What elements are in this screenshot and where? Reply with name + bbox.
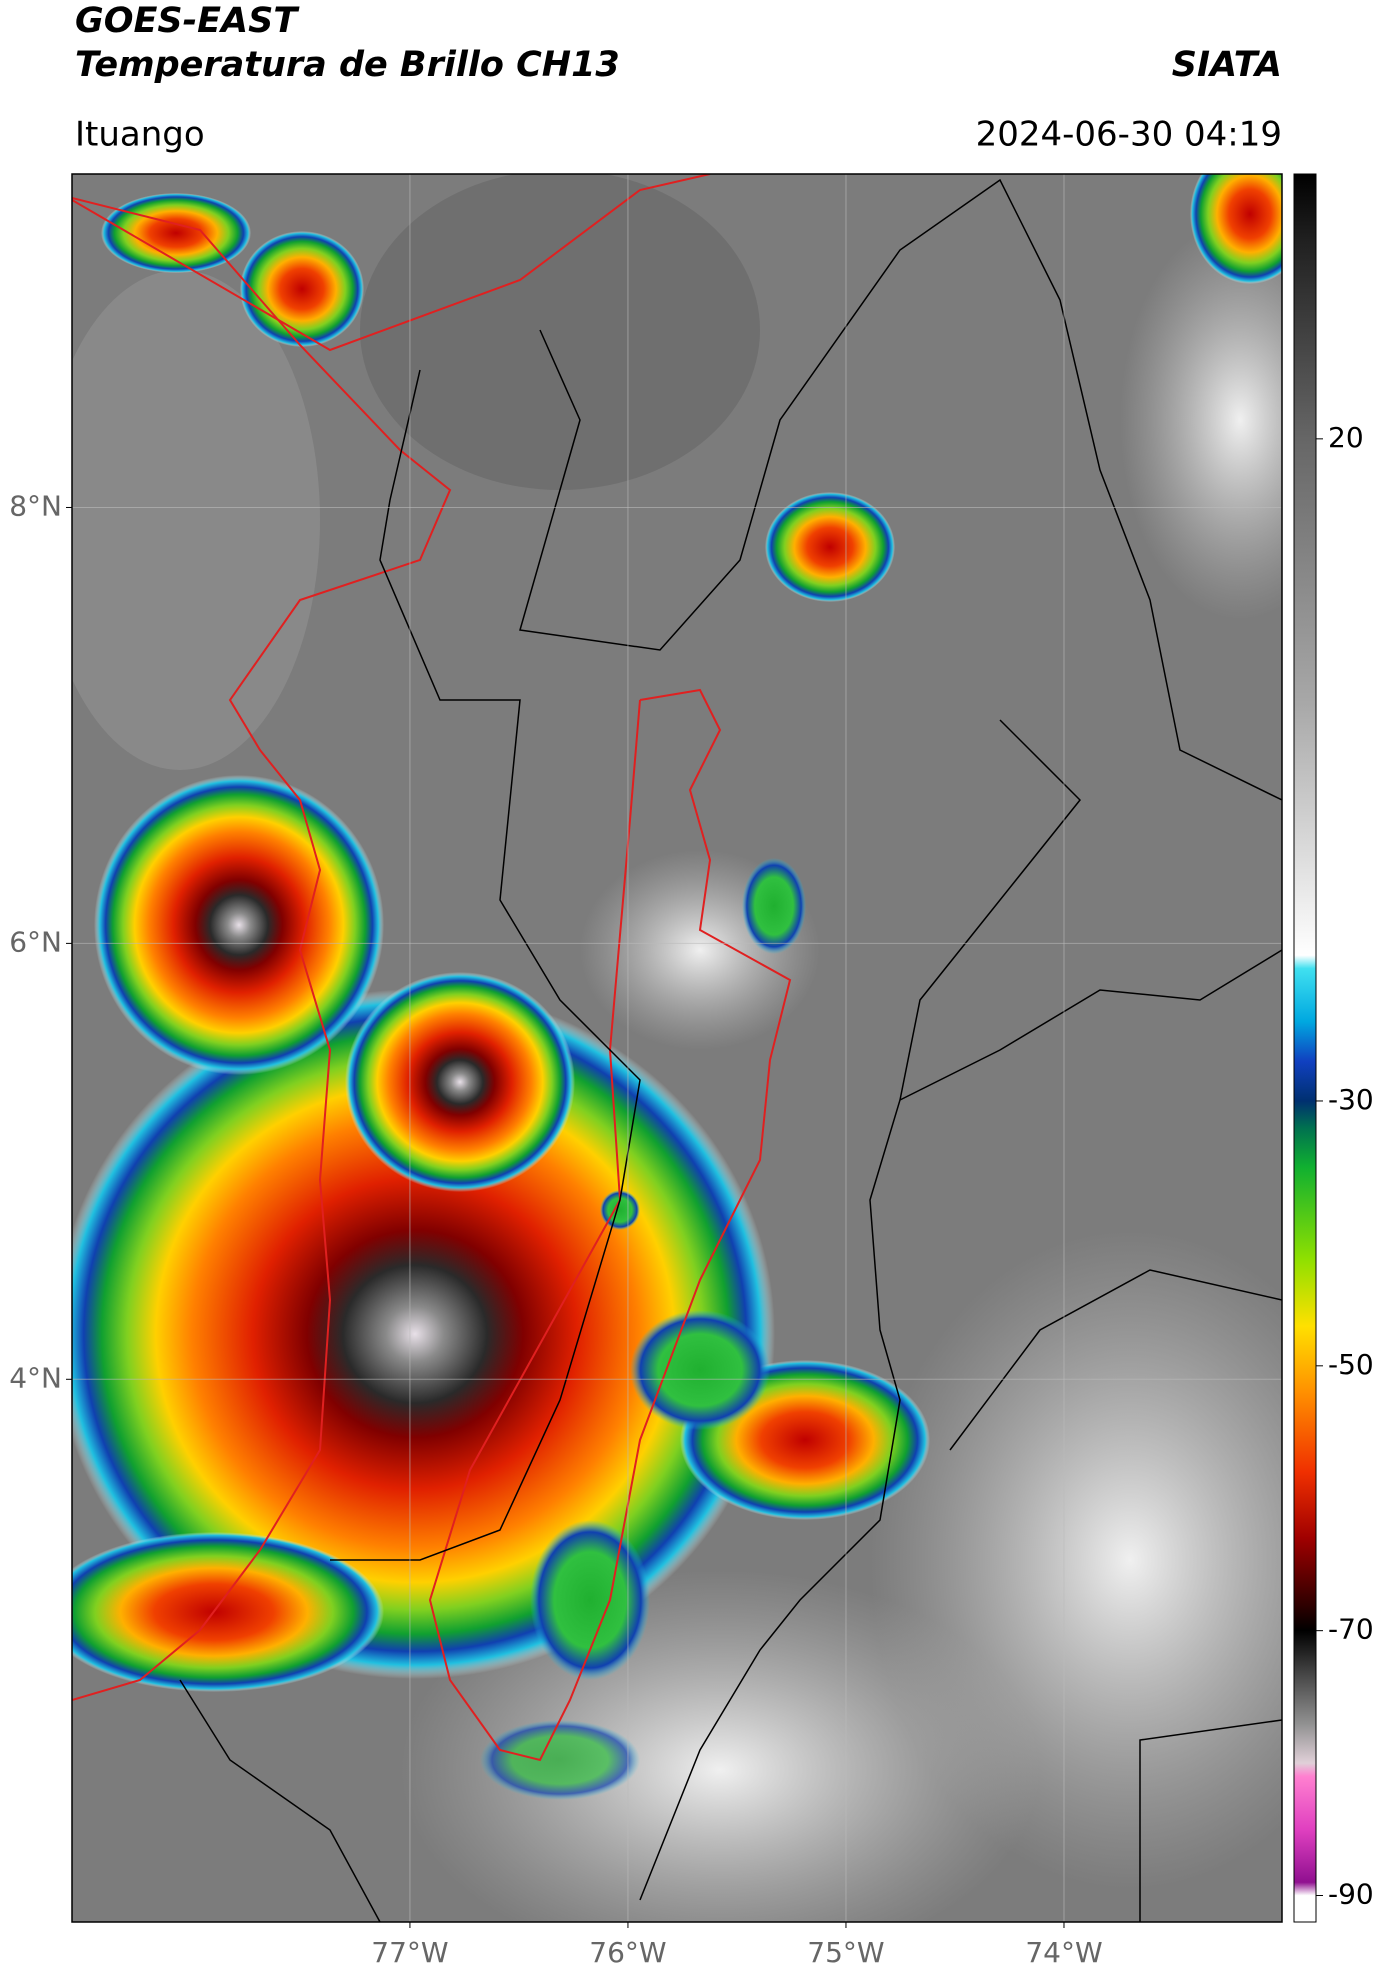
colorbar-tick-label: -50: [1328, 1348, 1374, 1381]
frame: [71, 173, 1283, 1923]
border: [330, 369, 641, 1561]
storm: [480, 1720, 640, 1800]
border: [519, 178, 1282, 801]
storm: [101, 193, 251, 273]
storm: [72, 1532, 384, 1692]
subtitle: Temperatura de Brillo CH13: [75, 45, 620, 85]
grid: [72, 174, 1282, 1922]
storm: [742, 858, 806, 954]
border: [72, 174, 711, 352]
storm: [345, 972, 575, 1192]
x-tick-label: 75°W: [807, 1936, 884, 1969]
cloud: [1120, 220, 1282, 620]
x-tick-label: 74°W: [1025, 1936, 1102, 1969]
colorbar-tick-label: 20: [1328, 421, 1364, 454]
storm: [765, 492, 895, 602]
border: [428, 688, 792, 1762]
map-image: [72, 174, 1282, 1922]
y-tick-label: 8°N: [9, 489, 62, 522]
x-tick-label: 77°W: [371, 1936, 448, 1969]
y-tick-label: 4°N: [9, 1361, 62, 1394]
border: [179, 1679, 381, 1922]
y-tick-label: 6°N: [9, 925, 62, 958]
colorbar-tick-label: -90: [1328, 1878, 1374, 1911]
colorbar-tick-label: -70: [1328, 1613, 1374, 1646]
border: [1139, 1719, 1282, 1922]
storm: [530, 1520, 650, 1680]
cloud: [360, 174, 760, 490]
border: [899, 949, 1282, 1101]
storm: [94, 775, 384, 1075]
border: [949, 1269, 1282, 1451]
location: Ituango: [75, 115, 205, 155]
storm: [240, 231, 364, 347]
colorbar: [1293, 173, 1317, 1923]
storm: [72, 989, 775, 1679]
border: [72, 197, 452, 1701]
storm: [630, 1310, 770, 1430]
x-tick-label: 76°W: [589, 1936, 666, 1969]
cloud: [72, 270, 320, 770]
source: SIATA: [1172, 45, 1282, 85]
title: GOES-EAST: [75, 1, 300, 41]
storm: [1190, 174, 1282, 284]
border: [639, 719, 1082, 1901]
datetime: 2024-06-30 04:19: [976, 115, 1282, 155]
colorbar-tick-label: -30: [1328, 1083, 1374, 1116]
